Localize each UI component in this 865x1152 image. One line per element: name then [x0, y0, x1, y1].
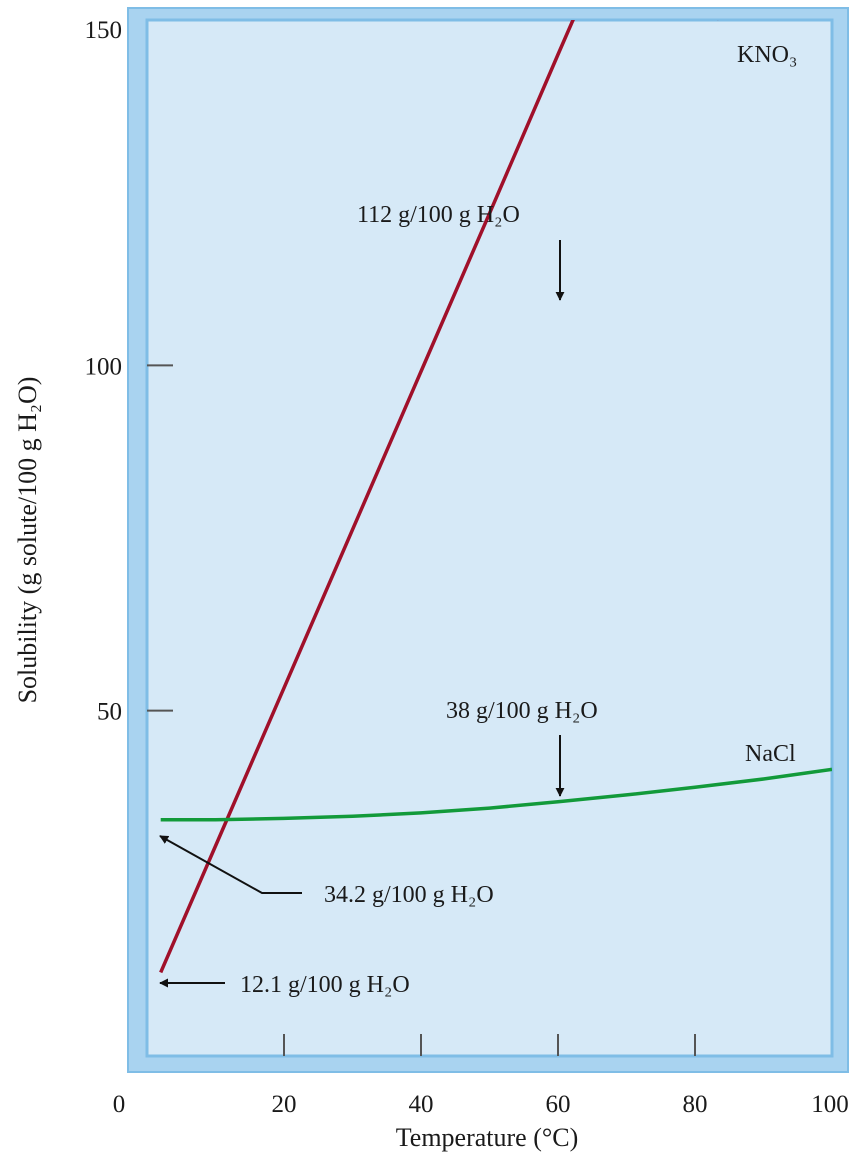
plot-area — [145, 18, 834, 1058]
series-line-kno3 — [159, 20, 719, 974]
x-tick-label: 100 — [811, 1091, 849, 1118]
x-tick-label: 40 — [409, 1091, 434, 1118]
annotation-label: 34.2 g/100 g H₂O — [324, 882, 494, 908]
annotation-label: 38 g/100 g H₂O — [446, 698, 598, 724]
x-tick-label: 0 — [113, 1091, 126, 1118]
y-tick-label: 50 — [97, 699, 122, 726]
annotation-label: 112 g/100 g H₂O — [357, 202, 520, 228]
y-tick-label: 150 — [85, 17, 123, 44]
x-tick-label: 80 — [683, 1091, 708, 1118]
series-label-nacl: NaCl — [745, 741, 796, 767]
series-line-nacl — [160, 767, 832, 822]
annotation-label: 12.1 g/100 g H₂O — [240, 972, 410, 998]
annotation-arrow — [159, 835, 302, 894]
x-tick-label: 60 — [546, 1091, 571, 1118]
x-axis-title: Temperature (°C) — [396, 1123, 579, 1152]
y-tick-label: 100 — [85, 353, 123, 380]
x-tick-label: 20 — [272, 1091, 297, 1118]
series-label-kno3: KNO₃ — [737, 42, 797, 68]
y-axis-title: Solubility (g solute/100 g H₂O) — [13, 377, 42, 704]
